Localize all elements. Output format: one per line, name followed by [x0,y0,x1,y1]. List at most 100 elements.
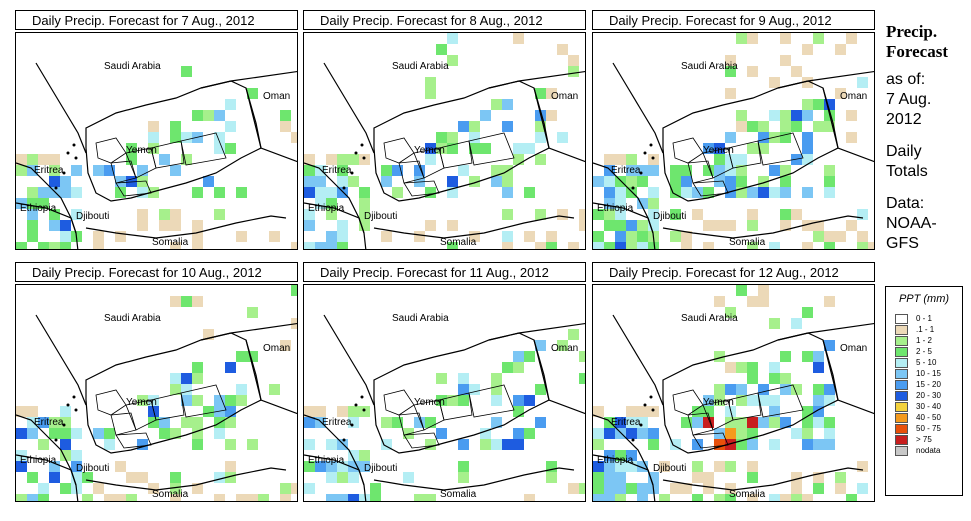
precip-cell [491,439,502,450]
legend-label: > 75 [916,435,932,444]
precip-cell [280,121,291,132]
governorate-line [438,392,473,421]
precip-cell [126,154,137,165]
border-line [777,322,874,341]
precip-cell [714,494,725,501]
country-label-oman: Oman [263,343,291,354]
precip-cell [791,472,802,483]
precip-cell [524,395,535,406]
precip-cell [725,384,736,395]
precip-cell [692,187,703,198]
island [651,156,655,160]
precip-cell [181,66,192,77]
precip-cell [604,461,615,472]
precip-cell [49,220,60,231]
precip-map: Saudi Arabia Oman Yemen Eritrea Ethiopia Djib… [592,284,875,502]
precip-cell [747,121,758,132]
precip-cell [626,483,637,494]
border-line [533,339,585,415]
precip-cell [736,285,747,296]
forecast-panel-4: Daily Precip. Forecast for 10 Aug., 2012… [15,262,298,502]
precip-cell [615,428,626,439]
precip-cell [491,176,502,187]
precip-cell [425,77,436,88]
precip-cell [326,461,337,472]
legend-swatch [895,336,908,346]
precip-cell [802,242,813,249]
precip-cell [648,406,659,417]
precip-cell [370,483,381,494]
precip-cell [359,198,370,209]
precip-cell [604,176,615,187]
precip-cell [736,33,747,44]
precip-cell [736,165,747,176]
border-line [323,62,375,154]
precip-cell [392,417,403,428]
border-line [16,454,79,501]
legend-swatch [895,446,908,456]
precip-cell [148,187,159,198]
precip-cell [447,33,458,44]
precip-cell [502,99,513,110]
island [74,156,78,160]
governorate-line [115,432,152,449]
precip-cell [236,231,247,242]
precip-cell [60,187,71,198]
precip-cell [593,439,604,450]
precip-cell [780,494,791,501]
country-label-oman: Oman [263,91,291,102]
country-label-somalia: Somalia [440,489,477,500]
precip-cell [192,110,203,121]
legend-title: PPT (mm) [898,293,950,305]
precip-cell [535,121,546,132]
precip-cell [93,483,104,494]
precip-cell [802,428,813,439]
precip-cell [824,439,835,450]
country-label-saudi: Saudi Arabia [392,313,449,324]
precip-cell [714,461,725,472]
precip-cell [714,351,725,362]
precip-cell [846,132,857,143]
precip-cell [192,439,203,450]
island [354,403,358,407]
precip-cell [225,417,236,428]
precip-cell [126,494,137,501]
precip-cell [170,494,181,501]
precip-cell [747,187,758,198]
precip-cell [159,154,170,165]
precip-cell [280,494,291,501]
precip-cell [181,154,192,165]
precip-cell [181,373,192,384]
precip-cell [337,187,348,198]
precip-cell [747,439,758,450]
precip-cell [27,220,38,231]
precip-cell [648,439,659,450]
precip-cell [436,395,447,406]
map-canvas [593,33,874,249]
precip-cell [170,242,181,249]
precip-cell [747,494,758,501]
precip-cell [546,472,557,483]
precip-cell [648,165,659,176]
precip-cell [71,428,82,439]
country-label-oman: Oman [551,91,579,102]
precip-cell [60,406,71,417]
precip-cell [170,384,181,395]
precip-cell [736,154,747,165]
governorate-line [115,180,152,197]
precip-cell [71,450,82,461]
legend-swatch [895,325,908,335]
precip-cell [491,99,502,110]
precip-cell [725,66,736,77]
precip-cell [93,242,104,249]
country-label-saudi: Saudi Arabia [681,61,738,72]
precip-cell [225,362,236,373]
precip-cell [236,384,247,395]
precip-cell [568,329,579,340]
precip-cell [502,242,513,249]
precip-cell [593,231,604,242]
precip-cell [670,483,681,494]
precip-cell [615,176,626,187]
legend-item: 5 - 10 [886,357,962,368]
precip-cell [315,176,326,187]
